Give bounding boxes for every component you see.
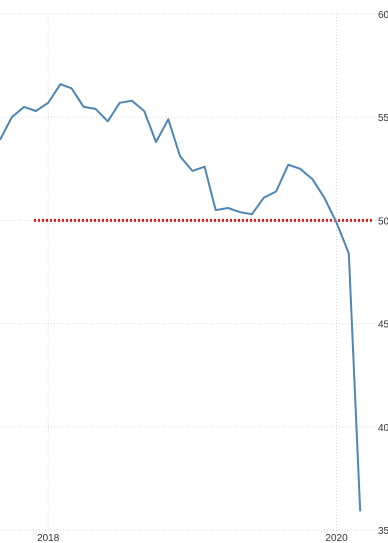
data-point-24 (287, 164, 289, 166)
data-point-12 (143, 110, 145, 112)
data-point-19 (227, 207, 229, 209)
data-point-6 (70, 87, 72, 89)
data-points (0, 83, 361, 512)
data-point-4 (47, 102, 49, 104)
data-point-14 (167, 118, 169, 120)
data-point-22 (263, 197, 265, 199)
data-point-13 (155, 141, 157, 143)
data-point-28 (336, 221, 338, 223)
data-point-1 (11, 116, 13, 118)
data-point-3 (35, 110, 37, 112)
data-point-30 (359, 510, 361, 512)
data-point-17 (204, 166, 206, 168)
data-point-8 (95, 108, 97, 110)
data-point-15 (179, 155, 181, 157)
y-tick-label-35: 35 (378, 526, 388, 537)
data-point-5 (59, 83, 61, 85)
data-point-26 (311, 178, 313, 180)
data-point-16 (191, 170, 193, 172)
y-tick-label-50: 50 (378, 216, 388, 227)
x-tick-label-2018: 2018 (37, 533, 60, 543)
data-point-9 (107, 120, 109, 122)
data-point-2 (23, 106, 25, 108)
series-line (0, 83, 362, 512)
y-axis-labels: 60 55 50 45 40 35 (378, 10, 388, 537)
data-point-10 (119, 102, 121, 104)
y-tick-label-40: 40 (378, 423, 388, 434)
data-point-29 (348, 252, 350, 254)
y-tick-label-55: 55 (378, 113, 388, 124)
data-point-23 (275, 191, 277, 193)
x-axis-labels: 2018 2020 (37, 533, 348, 543)
data-point-20 (239, 211, 241, 213)
data-point-18 (215, 209, 217, 211)
y-tick-label-45: 45 (378, 320, 388, 331)
data-point-21 (251, 213, 253, 215)
data-point-27 (323, 197, 325, 199)
data-point-25 (299, 168, 301, 170)
data-point-11 (131, 100, 133, 102)
y-tick-label-60: 60 (378, 10, 388, 21)
data-point-7 (83, 106, 85, 108)
x-tick-label-2020: 2020 (325, 533, 348, 543)
